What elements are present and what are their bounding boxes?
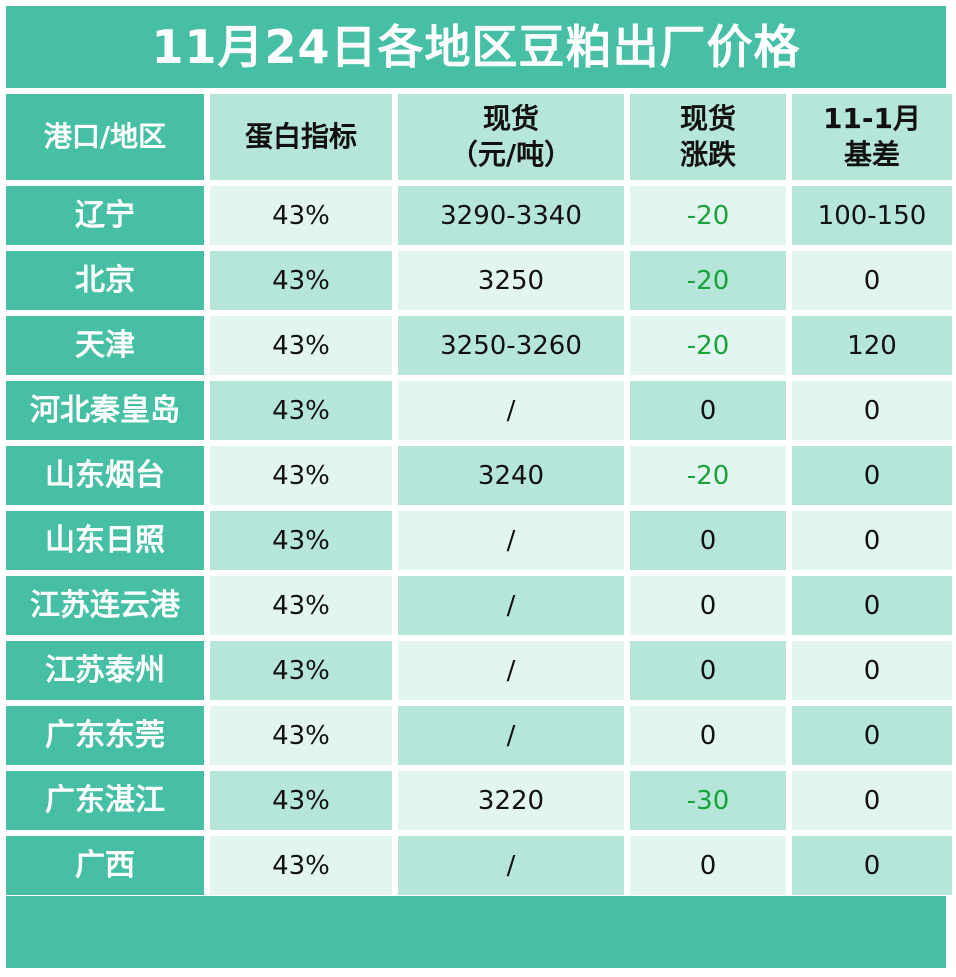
cell-change: 0 <box>630 836 786 895</box>
header-basis: 11-1月 基差 <box>792 94 952 180</box>
cell-protein: 43% <box>210 641 392 700</box>
cell-spot: 3220 <box>398 771 624 830</box>
cell-basis: 0 <box>792 771 952 830</box>
cell-basis: 0 <box>792 446 952 505</box>
cell-region: 广东湛江 <box>6 771 204 830</box>
price-table: 港口/地区 蛋白指标 现货 （元/吨） 现货 涨跌 11-1月 基差 辽宁 43%… <box>6 94 952 895</box>
cell-basis: 0 <box>792 511 952 570</box>
price-table-card: 11月24日各地区豆粕出厂价格 港口/地区 蛋白指标 现货 （元/吨） 现货 涨… <box>6 6 952 968</box>
cell-protein: 43% <box>210 706 392 765</box>
header-change-line1: 现货 <box>679 102 736 135</box>
cell-protein: 43% <box>210 186 392 245</box>
cell-change: -20 <box>630 186 786 245</box>
cell-basis: 0 <box>792 251 952 310</box>
cell-region: 天津 <box>6 316 204 375</box>
header-change-line2: 涨跌 <box>679 138 736 171</box>
cell-region: 山东烟台 <box>6 446 204 505</box>
header-spot-line1: 现货 <box>482 102 539 135</box>
cell-spot: / <box>398 576 624 635</box>
cell-basis: 0 <box>792 576 952 635</box>
header-protein: 蛋白指标 <box>210 94 392 180</box>
cell-change: -20 <box>630 446 786 505</box>
cell-protein: 43% <box>210 511 392 570</box>
cell-protein: 43% <box>210 446 392 505</box>
cell-spot: / <box>398 381 624 440</box>
header-spot-line2: （元/吨） <box>449 138 573 171</box>
cell-spot: 3250-3260 <box>398 316 624 375</box>
cell-region: 河北秦皇岛 <box>6 381 204 440</box>
cell-region: 广西 <box>6 836 204 895</box>
cell-protein: 43% <box>210 836 392 895</box>
cell-change: 0 <box>630 706 786 765</box>
cell-protein: 43% <box>210 316 392 375</box>
header-basis-line2: 基差 <box>843 138 900 171</box>
cell-protein: 43% <box>210 381 392 440</box>
cell-protein: 43% <box>210 251 392 310</box>
cell-basis: 0 <box>792 641 952 700</box>
header-spot: 现货 （元/吨） <box>398 94 624 180</box>
cell-region: 北京 <box>6 251 204 310</box>
cell-spot: / <box>398 836 624 895</box>
header-basis-line1: 11-1月 <box>822 102 922 135</box>
cell-basis: 100-150 <box>792 186 952 245</box>
cell-change: 0 <box>630 381 786 440</box>
cell-region: 广东东莞 <box>6 706 204 765</box>
cell-change: 0 <box>630 641 786 700</box>
cell-spot: 3240 <box>398 446 624 505</box>
cell-region: 江苏泰州 <box>6 641 204 700</box>
cell-basis: 120 <box>792 316 952 375</box>
cell-spot: 3290-3340 <box>398 186 624 245</box>
cell-basis: 0 <box>792 836 952 895</box>
cell-protein: 43% <box>210 576 392 635</box>
cell-basis: 0 <box>792 706 952 765</box>
cell-change: -20 <box>630 251 786 310</box>
cell-change: 0 <box>630 511 786 570</box>
cell-change: 0 <box>630 576 786 635</box>
page-title: 11月24日各地区豆粕出厂价格 <box>6 6 946 88</box>
cell-change: -20 <box>630 316 786 375</box>
cell-basis: 0 <box>792 381 952 440</box>
cell-region: 江苏连云港 <box>6 576 204 635</box>
cell-spot: / <box>398 641 624 700</box>
cell-change: -30 <box>630 771 786 830</box>
cell-region: 辽宁 <box>6 186 204 245</box>
header-change: 现货 涨跌 <box>630 94 786 180</box>
cell-spot: / <box>398 706 624 765</box>
cell-spot: / <box>398 511 624 570</box>
cell-region: 山东日照 <box>6 511 204 570</box>
header-region: 港口/地区 <box>6 94 204 180</box>
cell-protein: 43% <box>210 771 392 830</box>
footer-band <box>6 896 946 968</box>
cell-spot: 3250 <box>398 251 624 310</box>
